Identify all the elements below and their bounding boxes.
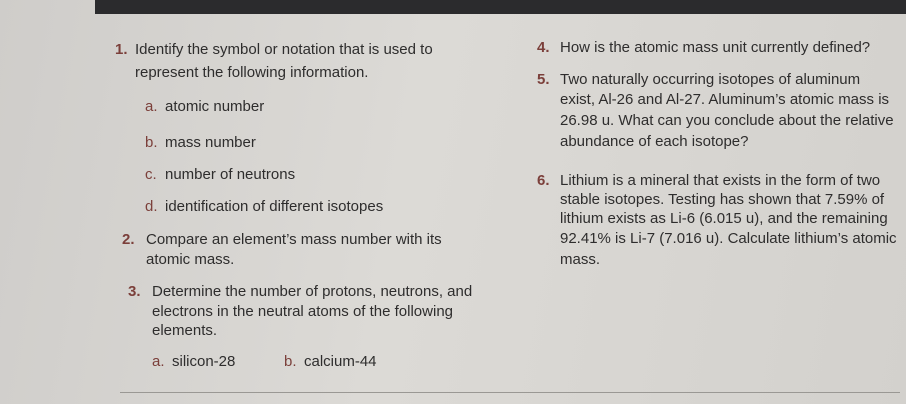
top-band	[95, 0, 906, 14]
question-text: represent the following information.	[135, 64, 369, 81]
question-text: 26.98 u. What can you conclude about the…	[560, 112, 894, 129]
item-letter: a.	[145, 98, 158, 115]
question-text: atomic mass.	[146, 251, 235, 268]
item-letter: c.	[145, 166, 157, 183]
item-letter: a.	[152, 353, 165, 370]
item-text: number of neutrons	[165, 166, 296, 183]
question-number: 1.	[115, 41, 128, 58]
question-text: How is the atomic mass unit currently de…	[560, 39, 871, 56]
question-text: stable isotopes. Testing has shown that …	[560, 191, 885, 208]
question-text: mass.	[560, 251, 601, 268]
item-letter: b.	[284, 353, 297, 370]
question-text: exist, Al-26 and Al-27. Aluminum’s atomi…	[560, 91, 890, 108]
question-number: 2.	[122, 231, 135, 248]
question-text: lithium exists as Li-6 (6.015 u), and th…	[560, 210, 888, 227]
question-text: Two naturally occurring isotopes of alum…	[560, 71, 861, 88]
item-text: atomic number	[165, 98, 265, 115]
question-text: elements.	[152, 322, 218, 339]
question-text: 92.41% is Li-7 (7.016 u). Calculate lith…	[560, 230, 897, 247]
item-text: silicon-28	[172, 353, 236, 370]
question-number: 5.	[537, 71, 550, 88]
question-text: Lithium is a mineral that exists in the …	[560, 172, 881, 189]
question-text: electrons in the neutral atoms of the fo…	[152, 303, 454, 320]
question-text: Determine the number of protons, neutron…	[152, 283, 473, 300]
question-number: 6.	[537, 172, 550, 189]
item-text: calcium-44	[304, 353, 377, 370]
question-number: 4.	[537, 39, 550, 56]
item-letter: b.	[145, 134, 158, 151]
question-number: 3.	[128, 283, 141, 300]
question-text: abundance of each isotope?	[560, 133, 749, 150]
bottom-rule	[120, 392, 900, 393]
item-text: identification of different isotopes	[165, 198, 384, 215]
question-text: Compare an element’s mass number with it…	[146, 231, 442, 248]
item-text: mass number	[165, 134, 256, 151]
question-text: Identify the symbol or notation that is …	[135, 41, 433, 58]
item-letter: d.	[145, 198, 158, 215]
